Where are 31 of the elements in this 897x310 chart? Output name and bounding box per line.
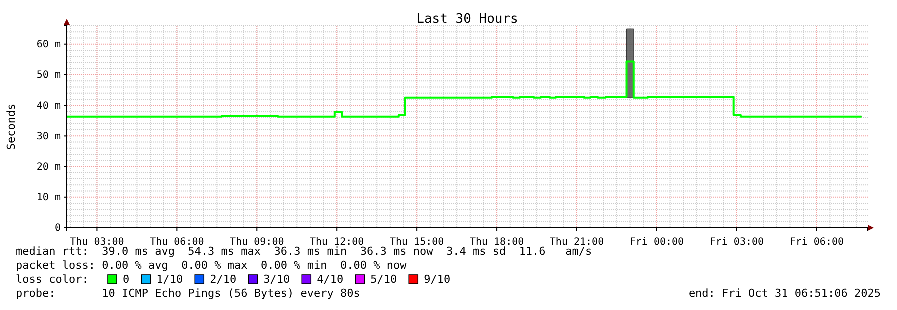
text: end: Fri Oct 31 06:51:06 2025: [688, 287, 881, 300]
x-tick-label: Thu 06:00: [150, 237, 204, 248]
x-tick-label: Fri 00:00: [630, 237, 684, 248]
text: packet loss: 0.00 % avg 0.00 % max 0.00 % min 0.00 % now: [16, 259, 408, 272]
x-tick-label: Fri 06:00: [790, 237, 844, 248]
legend-label: 9/10: [424, 273, 451, 286]
x-tick-label: Fri 03:00: [710, 237, 764, 248]
x-tick-label: Thu 12:00: [310, 237, 364, 248]
legend-title: loss color:: [16, 273, 89, 286]
y-tick-label: 40 m: [36, 100, 61, 112]
y-tick-label: 20 m: [36, 162, 61, 173]
y-tick-label: 10 m: [36, 192, 61, 204]
x-tick-label: Thu 09:00: [230, 237, 284, 248]
x-tick-label: Thu 15:00: [390, 237, 444, 248]
x-tick-label: Thu 03:00: [70, 237, 124, 248]
x-tick-label: Thu 21:00: [550, 237, 604, 248]
legend-label: 5/10: [370, 273, 398, 286]
legend-label: 0: [123, 273, 130, 286]
chart-title: Last 30 Hours: [416, 12, 518, 27]
x-tick-label: Thu 18:00: [470, 237, 524, 248]
text: probe: 10 ICMP Echo Pings (56 Bytes) every 80s: [16, 287, 360, 300]
y-axis-title: Seconds: [5, 104, 18, 150]
legend-label: 1/10: [156, 273, 184, 286]
legend-label: 3/10: [264, 273, 290, 286]
y-tick-label: 30 m: [36, 131, 61, 142]
text: median rtt: 39.0 ms avg 54.3 ms max 36.3 ms min 36.3 ms now 3.4 ms sd 11.6 am/s: [16, 245, 592, 258]
legend-label: 2/10: [210, 273, 237, 286]
y-tick-label: 50 m: [36, 70, 61, 82]
y-tick-label: 0: [54, 223, 61, 234]
y-tick-label: 60 m: [36, 40, 61, 51]
legend-label: 4/10: [317, 273, 344, 286]
